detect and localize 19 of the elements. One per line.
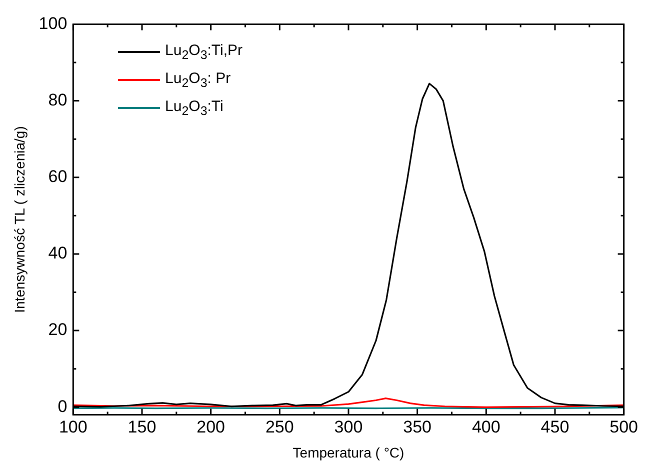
x-tick-label: 150	[128, 418, 156, 437]
x-tick-label: 400	[472, 418, 500, 437]
y-tick-label: 20	[48, 320, 68, 340]
y-tick-label: 80	[48, 90, 68, 110]
y-tick-label: 100	[38, 14, 68, 33]
x-tick-label: 250	[265, 418, 294, 437]
y-tick-label: 0	[58, 396, 68, 416]
x-tick-label: 450	[540, 418, 570, 437]
y-axis-title: Intensywność TL ( zliczenia/g)	[11, 126, 28, 313]
x-tick-label: 350	[403, 418, 432, 437]
x-tick-label: 200	[196, 418, 226, 437]
x-tick-label: 300	[334, 418, 363, 437]
legend-label: Lu$_{2}$O$_{3}$:Ti	[165, 98, 224, 118]
x-axis-title: Temperatura ( °C)	[292, 444, 404, 460]
x-tick-label: 500	[610, 418, 638, 437]
legend-label: Lu$_{2}$O$_{3}$:Ti,Pr	[165, 42, 243, 62]
legend-label: Lu$_{2}$O$_{3}$: Pr	[165, 70, 231, 90]
y-tick-label: 40	[48, 244, 68, 263]
y-tick-label: 60	[48, 167, 68, 186]
